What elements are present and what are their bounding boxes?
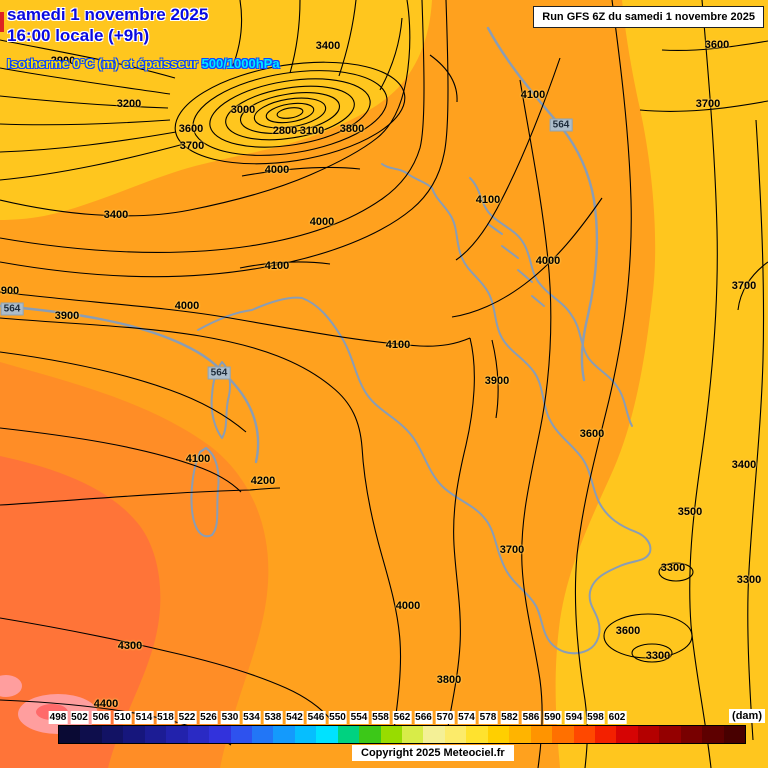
colorbar-tick-label: 562 <box>392 711 412 724</box>
colorbar-segment <box>702 726 724 743</box>
copyright-label: Copyright 2025 Meteociel.fr <box>352 745 514 761</box>
colorbar-segment <box>59 726 81 743</box>
colorbar-tick-label: 514 <box>134 711 154 724</box>
colorbar-segment <box>402 726 424 743</box>
colorbar-tick-label: 538 <box>263 711 283 724</box>
colorbar-segment <box>680 726 703 743</box>
colorbar-segment <box>423 726 445 743</box>
legend-accent-text: 500/1000hPa <box>201 56 280 71</box>
colorbar-tick-label: 594 <box>564 711 584 724</box>
colorbar-tick-label: 582 <box>500 711 519 724</box>
colorbar-segment <box>594 726 617 743</box>
colorbar-tick-label: 498 <box>48 711 68 724</box>
colorbar-segment <box>209 726 231 743</box>
colorbar-tick-label: 550 <box>328 711 347 724</box>
colorbar-segment <box>573 726 595 743</box>
colorbar-tick-label: 530 <box>220 711 240 724</box>
colorbar-segment <box>251 726 274 743</box>
colorbar-segment <box>80 726 102 743</box>
coastline-dalmatia <box>469 177 633 427</box>
fill-pink-blob-small <box>0 675 22 697</box>
map-header: samedi 1 novembre 2025 16:00 locale (+9h… <box>7 4 280 71</box>
colorbar-segment <box>123 726 145 743</box>
colorbar-tick-label: 570 <box>435 711 455 724</box>
colorbar-segment <box>530 726 553 743</box>
colorbar <box>58 725 746 744</box>
colorbar-segment <box>316 726 338 743</box>
colorbar-segment <box>444 726 467 743</box>
colorbar-tick-label: 574 <box>457 711 476 724</box>
map-legend: Isotherme 0°C (m) et épaisseur 500/1000h… <box>7 56 280 71</box>
coastline-islands <box>487 223 545 307</box>
colorbar-segment <box>144 726 167 743</box>
colorbar-segment <box>466 726 488 743</box>
colorbar-tick-label: 546 <box>306 711 326 724</box>
colorbar-ticks: 498 502 506 510 514 518 522 526 530 534 538 542 546 5… <box>48 711 748 724</box>
colorbar-tick-label: 566 <box>414 711 433 724</box>
colorbar-tick-label: 602 <box>607 711 627 724</box>
colorbar-tick-label: 558 <box>371 711 390 724</box>
coastline-sardinia <box>190 447 220 538</box>
run-info-box: Run GFS 6Z du samedi 1 novembre 2025 <box>533 6 764 28</box>
colorbar-tick-label: 598 <box>586 711 605 724</box>
colorbar-segment <box>294 726 317 743</box>
colorbar-segment <box>359 726 381 743</box>
colorbar-segment <box>337 726 360 743</box>
colorbar-segment <box>616 726 638 743</box>
colorbar-segment <box>659 726 681 743</box>
colorbar-tick-label: 518 <box>156 711 175 724</box>
colorbar-unit-label: (dam) <box>729 709 765 723</box>
colorbar-segment <box>101 726 124 743</box>
left-edge-marker <box>0 12 4 32</box>
colorbar-tick-label: 578 <box>478 711 498 724</box>
contour-564-west <box>0 304 260 464</box>
coastlines <box>190 163 652 655</box>
colorbar-tick-label: 542 <box>285 711 304 724</box>
colorbar-tick-label: 590 <box>543 711 562 724</box>
colorbar-segment <box>380 726 402 743</box>
legend-text: Isotherme 0°C (m) et épaisseur <box>7 56 202 71</box>
thickness-564-contours <box>0 26 599 464</box>
coastline-italy <box>197 187 652 655</box>
contour-564-east <box>486 26 599 382</box>
colorbar-segment <box>273 726 295 743</box>
colorbar-tick-label: 522 <box>177 711 197 724</box>
colorbar-tick-label: 506 <box>91 711 111 724</box>
colorbar-tick-label: 510 <box>113 711 132 724</box>
colorbar-segment <box>509 726 531 743</box>
fill-red-orange-core <box>0 456 161 768</box>
fill-yellow-east <box>555 0 768 768</box>
colorbar-tick-label: 526 <box>199 711 218 724</box>
colorbar-tick-label: 554 <box>349 711 369 724</box>
colorbar-tick-label: 586 <box>521 711 541 724</box>
alps-contour-bundle <box>174 61 406 165</box>
colorbar-segment <box>230 726 252 743</box>
colorbar-segment <box>166 726 188 743</box>
colorbar-tick-label: 534 <box>242 711 261 724</box>
colorbar-tick-label: 502 <box>70 711 89 724</box>
forecast-date: samedi 1 novembre 2025 <box>7 5 209 24</box>
colorbar-segment <box>552 726 574 743</box>
coastline-corsica <box>210 361 231 439</box>
forecast-time: 16:00 locale (+9h) <box>7 26 150 45</box>
colorbar-segment <box>487 726 510 743</box>
colorbar-segment <box>637 726 660 743</box>
colorbar-segment <box>723 726 745 743</box>
colorbar-segment <box>187 726 210 743</box>
